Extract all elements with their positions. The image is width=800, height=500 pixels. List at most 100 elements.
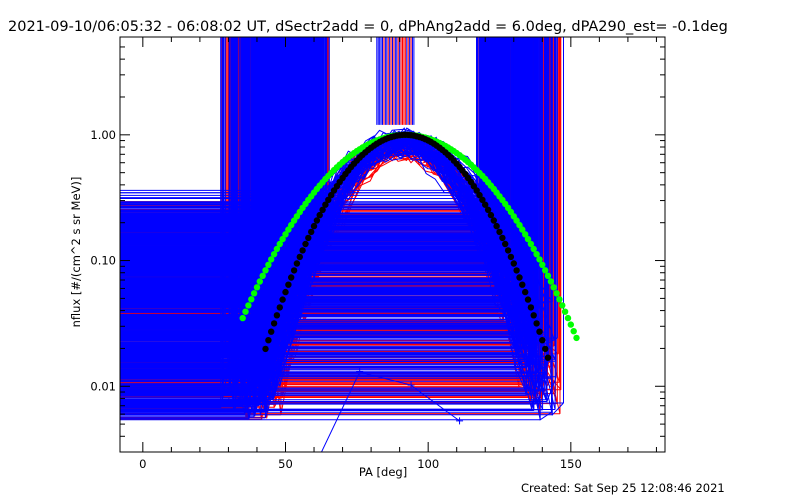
model-curve-0-point [542,267,549,274]
model-curve-1-point [530,312,537,319]
model-curve-1-point [262,345,269,353]
model-curve-0-point [567,321,574,328]
model-curve-0-point [270,251,278,258]
model-curve-0-point [527,240,535,248]
model-curve-1-point [542,345,549,353]
model-curve-0-point [564,314,572,322]
model-curve-0-point [570,328,577,335]
model-curve-1-point [270,320,278,327]
model-curve-1-point [305,234,312,242]
model-curve-0-point [239,314,246,322]
model-curve-0-point [250,290,258,297]
created-timestamp: Created: Sat Sep 25 12:08:46 2021 [521,481,725,495]
model-curve-0-point [530,245,537,253]
model-curve-0-point [573,334,580,342]
model-curve-1-point [527,304,535,311]
model-curve-0-point [519,226,526,233]
model-curve-0-point [268,256,275,263]
model-curve-1-point [299,247,306,254]
y-tick-label-2: 1.00 [90,128,116,142]
model-curve-1-point [279,296,286,303]
model-curve-1-point [533,320,540,327]
model-curve-1-point [322,201,329,208]
model-curve-1-point [285,281,292,288]
x-tick-label-150: 150 [560,457,582,471]
model-curve-0-point [245,302,252,309]
model-curve-1-point [316,211,323,219]
model-curve-1-point [504,247,512,254]
model-curve-0-point [265,261,272,268]
model-curve-0-point [550,284,557,291]
model-curve-0-point [522,231,529,238]
model-curve-1-point [544,354,552,361]
model-curve-1-point [493,222,500,230]
outlier-series-point-0 [316,452,323,459]
model-curve-1-point [510,260,517,267]
outlier-series-point-3 [456,417,464,425]
plot-frame [119,36,666,453]
x-tick-label-50: 50 [278,457,293,471]
model-curve-1-point [273,312,281,319]
model-curve-0-point [524,235,532,243]
model-curve-0-point [533,251,540,258]
model-curve-1-point [499,234,506,242]
model-curve-0-point [276,240,283,248]
outlier-series-point-2 [407,381,415,389]
model-curve-1-point [476,191,483,199]
y-axis-label: nflux [#/(cm^2 s sr MeV)] [69,177,83,328]
model-curve-1-point [490,217,497,224]
model-curve-0-point [256,278,263,285]
model-curve-0-point [536,256,543,263]
model-curve-1-point [482,201,489,208]
model-curve-1-point [473,187,480,194]
model-curve-1-point [319,206,326,213]
model-curve-1-point [507,253,515,261]
outlier-series [316,368,464,459]
model-curve-0-point [553,290,560,297]
model-curve-1-point [268,328,275,335]
model-curve-0-point [279,235,286,243]
model-curve-1-point [516,274,523,281]
model-curve-0-point [559,302,566,309]
series-blue-line-173 [243,146,547,414]
model-curve-1 [262,131,552,361]
model-curve-1-point [479,196,486,203]
model-curve-1-point [313,217,321,224]
model-curve-1-point [522,288,529,296]
model-curve-1-point [290,267,298,274]
model-curve-1-point [325,196,332,203]
outlier-series-line [320,371,460,452]
model-curve-1-point [536,328,543,335]
model-curve-0-point [248,296,255,303]
model-curve-1-point [296,253,303,261]
model-curve-0-point [547,278,555,285]
x-axis-label: PA [deg] [359,465,407,479]
x-tick-label-0: 0 [139,457,146,471]
x-tick-label-100: 100 [417,457,439,471]
model-curve-1-point [282,288,289,296]
y-tick-label-1: 0.10 [90,254,116,268]
model-curve-1-point [524,296,532,303]
model-curve-0-point [273,245,281,253]
model-curve-0-point [544,272,552,279]
vertical-markers [376,37,415,125]
model-curve-1-point [502,240,509,248]
model-curve-1-point [496,228,503,236]
plot-area [120,37,580,459]
model-curve-0-point [539,261,546,268]
model-curve-1-point [265,337,272,344]
model-curve-1-point [302,240,309,248]
model-curve-1-point [513,267,520,274]
model-curve-1-point [310,222,318,230]
model-curve-1-point [276,304,283,311]
model-curve-0-point [262,267,269,274]
model-curve-0-point [242,308,249,315]
model-curve-1-point [328,191,335,199]
model-curve-0-point [259,272,266,279]
axes: 0 50 100 150 0.01 0.10 1.00 [90,36,666,471]
model-curve-1-point [539,337,546,344]
chart-title: 2021-09-10/06:05:32 - 06:08:02 UT, dSect… [8,19,728,35]
model-curve-0-point [556,296,563,303]
model-curve-0-point [282,231,289,238]
